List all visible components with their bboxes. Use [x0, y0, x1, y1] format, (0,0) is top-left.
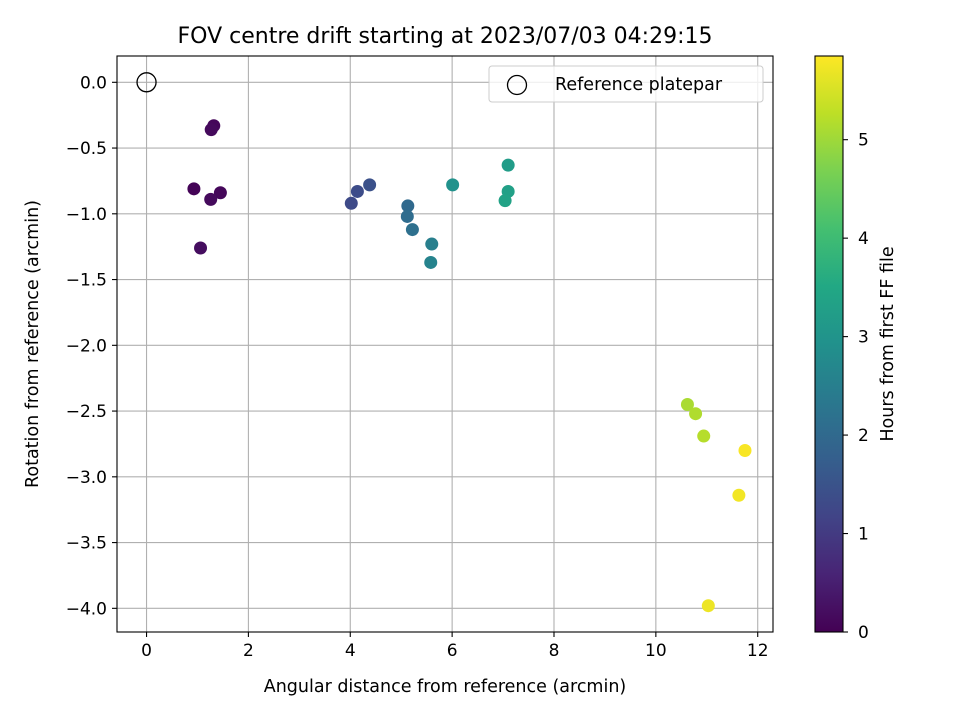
data-point	[204, 192, 218, 206]
data-point	[425, 237, 439, 251]
data-point	[194, 241, 208, 255]
data-point	[204, 123, 218, 137]
axis-ticks: 0 2 4 6 8 10 12 0.0 −0.5 −1.0 −1.5 −2.0 −2.5 −3.0 −3.5…	[66, 73, 769, 661]
y-tick-label: −2.5	[66, 402, 107, 422]
y-tick-label: −3.5	[66, 534, 107, 554]
data-point	[213, 186, 227, 200]
data-point	[498, 194, 512, 208]
colorbar-tick-label: 5	[858, 131, 869, 151]
colorbar-tick-label: 3	[858, 328, 869, 348]
colorbar-tick-label: 4	[858, 229, 869, 249]
y-tick-label: −4.0	[66, 599, 107, 619]
x-tick-label: 8	[549, 641, 560, 661]
data-point	[501, 158, 515, 172]
data-point	[363, 178, 377, 192]
reference-platepar-marker	[136, 72, 157, 93]
data-points	[187, 119, 752, 613]
x-tick-label: 10	[645, 641, 667, 661]
chart-title: FOV centre drift starting at 2023/07/03 …	[178, 24, 713, 49]
y-tick-label: −1.5	[66, 271, 107, 291]
colorbar-tick-label: 1	[858, 525, 869, 545]
x-axis-label: Angular distance from reference (arcmin)	[264, 677, 627, 697]
data-point	[701, 599, 715, 613]
colorbar-tick-label: 0	[858, 623, 869, 643]
grid-lines	[117, 56, 773, 632]
data-point	[697, 429, 711, 443]
legend-box	[488, 65, 764, 103]
colorbar: 0 1 2 3 4 5 Hours from first FF file	[814, 55, 898, 643]
y-tick-label: −0.5	[66, 139, 107, 159]
colorbar-label: Hours from first FF file	[878, 246, 898, 441]
data-point	[350, 184, 364, 198]
data-point	[680, 397, 694, 411]
colorbar-gradient	[814, 55, 844, 633]
y-tick-label: −2.0	[66, 336, 107, 356]
data-point	[344, 196, 358, 210]
x-tick-label: 6	[447, 641, 458, 661]
data-point	[738, 444, 752, 458]
x-tick-label: 2	[243, 641, 254, 661]
data-point	[187, 182, 201, 196]
x-tick-label: 4	[345, 641, 356, 661]
colorbar-ticks: 0 1 2 3 4 5	[843, 131, 869, 643]
reference-marker-layer	[136, 72, 157, 93]
legend: Reference platepar	[488, 65, 764, 103]
data-point	[405, 223, 419, 237]
data-point	[732, 488, 746, 502]
data-point	[446, 178, 460, 192]
data-point	[689, 407, 703, 421]
y-axis-label: Rotation from reference (arcmin)	[23, 200, 43, 488]
y-tick-label: −3.0	[66, 468, 107, 488]
data-point	[400, 209, 414, 223]
y-tick-label: 0.0	[80, 73, 107, 93]
y-tick-label: −1.0	[66, 205, 107, 225]
plot-frame	[116, 55, 774, 633]
x-tick-label: 0	[141, 641, 152, 661]
data-point	[401, 199, 415, 213]
data-point	[424, 255, 438, 269]
legend-label-reference: Reference platepar	[555, 75, 723, 95]
x-tick-label: 12	[747, 641, 769, 661]
legend-reference-marker	[506, 74, 528, 96]
colorbar-tick-label: 2	[858, 426, 869, 446]
